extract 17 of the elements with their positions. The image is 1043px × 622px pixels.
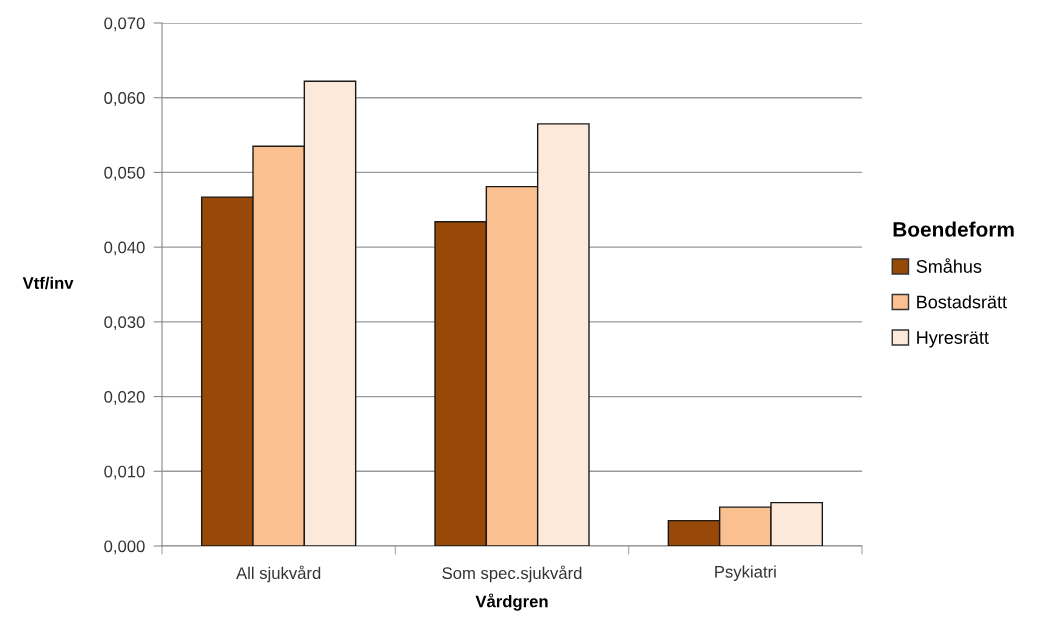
y-tick-label: 0,050: [104, 166, 145, 181]
legend-label: Småhus: [916, 258, 982, 273]
y-tick-label: 0,060: [104, 92, 145, 106]
y-tick-label: 0,030: [104, 316, 145, 331]
x-axis-title: Vårdgren: [475, 593, 548, 611]
y-tick-label: 0,020: [104, 390, 145, 405]
x-tick-label: All sjukvård: [236, 565, 321, 583]
legend-label: Bostadsrätt: [917, 295, 1007, 309]
y-axis-title: Vtf/inv: [22, 276, 74, 290]
y-tick-label: 0,070: [104, 17, 145, 32]
y-tick-label: 0,010: [104, 465, 145, 480]
y-tick-label: 0,000: [104, 540, 145, 555]
legend-label: Hyresrätt: [917, 331, 989, 348]
x-tick-label: Psykiatri: [715, 565, 776, 581]
x-tick-label: Som spec.sjukvård: [442, 565, 582, 583]
y-tick-label: 0,040: [104, 241, 145, 256]
legend-title: Boendeform: [893, 221, 1014, 237]
